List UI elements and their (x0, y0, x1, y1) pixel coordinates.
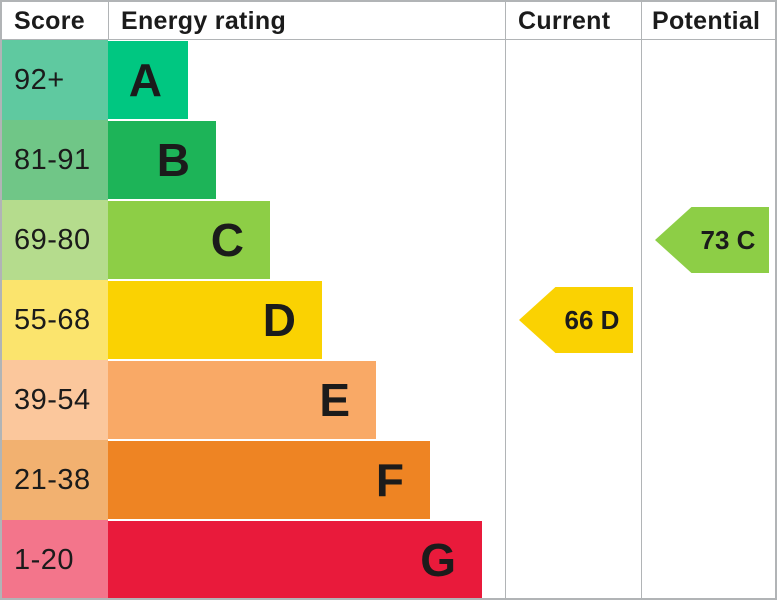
band-letter: G (420, 534, 456, 586)
divider-score-rating (108, 0, 109, 40)
band-row-d: 55-68 D (0, 280, 777, 360)
band-letter: F (375, 454, 404, 506)
potential-rating-label: 73 C (700, 224, 756, 255)
band-letter: C (210, 214, 244, 266)
score-range: 21-38 (0, 440, 108, 520)
score-range: 81-91 (0, 120, 108, 200)
band-bar: D (108, 281, 322, 359)
band-bar: B (108, 121, 216, 199)
band-row-f: 21-38 F (0, 440, 777, 520)
current-rating-label: 66 D (564, 304, 620, 335)
score-range: 1-20 (0, 520, 108, 600)
score-range: 55-68 (0, 280, 108, 360)
band-bar: G (108, 521, 482, 599)
band-bar: F (108, 441, 430, 519)
header-score: Score (14, 7, 85, 35)
score-range: 69-80 (0, 200, 108, 280)
band-row-a: 92+ A (0, 40, 777, 120)
header-current: Current (518, 7, 611, 35)
band-bar: C (108, 201, 270, 279)
band-letter: E (319, 374, 350, 426)
band-row-e: 39-54 E (0, 360, 777, 440)
band-letter: B (156, 134, 190, 186)
chart-header: Score Energy rating Current Potential (0, 0, 777, 40)
score-range: 39-54 (0, 360, 108, 440)
band-bar: A (108, 41, 188, 119)
score-range: 92+ (0, 40, 108, 120)
band-letter: A (128, 54, 162, 106)
divider-potential-column (641, 0, 642, 600)
header-potential: Potential (652, 7, 761, 35)
header-energy-rating: Energy rating (121, 7, 287, 35)
divider-current-column (505, 0, 506, 600)
band-bar: E (108, 361, 376, 439)
band-row-c: 69-80 C (0, 200, 777, 280)
band-row-g: 1-20 G (0, 520, 777, 600)
band-letter: D (262, 294, 296, 346)
band-row-b: 81-91 B (0, 120, 777, 200)
